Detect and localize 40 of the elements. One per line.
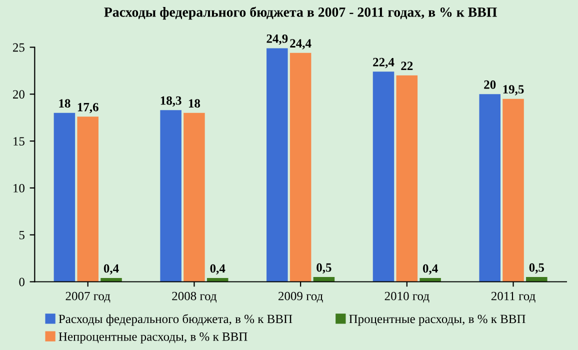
- data-label: 17,6: [78, 102, 98, 114]
- bar: [266, 48, 288, 282]
- y-tick-label: 25: [13, 43, 24, 52]
- data-label: 22,4: [373, 58, 394, 68]
- legend-label: Процентные расходы, в % к ВВП: [349, 314, 526, 326]
- x-tick-label: 2009 год: [278, 292, 323, 303]
- data-label: 0,4: [210, 264, 226, 274]
- bar: [77, 116, 98, 282]
- bar: [290, 52, 312, 282]
- data-label: 20: [484, 80, 496, 89]
- data-label: 18: [188, 99, 200, 108]
- bar: [184, 112, 205, 282]
- y-tick-label: 20: [13, 90, 24, 99]
- data-label: 19,5: [503, 85, 524, 96]
- data-label: 22: [401, 62, 413, 70]
- bar: [396, 75, 418, 282]
- bar: [54, 112, 76, 282]
- y-tick-label: 10: [14, 184, 24, 192]
- x-tick-label: 2008 год: [172, 292, 217, 303]
- x-tick-label: 2011 год: [491, 292, 536, 303]
- legend-label: Расходы федерального бюджета, в % к ВВП: [58, 314, 292, 326]
- y-tick-label: 15: [14, 137, 24, 146]
- bar: [372, 72, 394, 282]
- legend-label: Непроцентные расходы, в % к ВВП: [58, 332, 248, 344]
- bar: [502, 98, 524, 282]
- chart-title: Расходы федерального бюджета в 2007 - 2011 годах, в % к ВВП: [104, 6, 497, 20]
- data-label: 24,4: [290, 39, 312, 50]
- x-tick-label: 2010 год: [384, 292, 430, 303]
- bar: [479, 94, 500, 282]
- x-tick-label: 2007 год: [66, 292, 110, 303]
- y-tick-label: 0: [19, 278, 24, 286]
- data-label: 0,4: [104, 264, 119, 274]
- bar: [160, 110, 182, 282]
- data-label: 18,3: [160, 96, 182, 107]
- data-label: 0,4: [422, 264, 438, 274]
- data-label: 18: [59, 99, 70, 108]
- data-label: 0,5: [529, 263, 544, 274]
- data-label: 0,5: [316, 263, 332, 274]
- y-tick-label: 5: [19, 231, 24, 240]
- data-label: 24,9: [266, 34, 288, 45]
